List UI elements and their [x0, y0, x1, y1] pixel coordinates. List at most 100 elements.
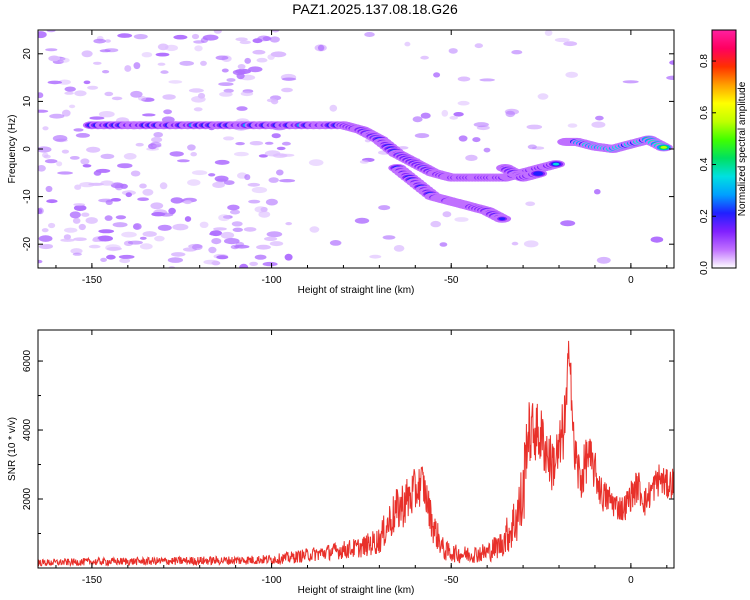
spectrogram-cell — [115, 215, 127, 220]
spectrogram-cell — [61, 149, 69, 154]
spectrogram-cell — [235, 37, 248, 42]
spectrogram-cell — [264, 141, 274, 145]
spectrogram-cell — [110, 182, 124, 189]
spectrogram-cell — [430, 220, 442, 228]
spectrogram-cell — [183, 200, 192, 205]
spectrogram-cell — [285, 222, 293, 226]
spectrogram-cell — [110, 198, 122, 202]
spectrogram-cell — [127, 240, 143, 245]
spectrogram-cell — [215, 55, 229, 61]
spectrogram-cell — [525, 201, 536, 207]
spectrogram-cell — [46, 199, 58, 204]
figure-title: PAZ1.2025.137.08.18.G26 — [292, 1, 458, 17]
spectrogram-cell — [150, 202, 164, 210]
spectrogram-cell — [45, 185, 53, 193]
spectrogram-cell — [439, 242, 448, 247]
spectrogram-cell — [72, 217, 81, 224]
spectrogram-cell — [595, 115, 604, 121]
spectrogram-cell — [433, 72, 441, 78]
spectrogram-cell — [554, 37, 570, 43]
spectrogram-cell — [211, 260, 221, 266]
spectrogram-cell — [102, 70, 110, 74]
spectrogram-cell — [258, 154, 268, 158]
spectrogram-cell — [73, 128, 84, 132]
spectrogram-cell — [457, 100, 470, 106]
spectrogram-cell — [498, 217, 506, 221]
spectrogram-cell — [511, 50, 523, 55]
spectrogram-cell — [121, 231, 137, 238]
spectrogram-cell — [130, 170, 141, 177]
spectrogram-cell — [234, 151, 249, 157]
spectrogram-cell — [563, 41, 578, 47]
spectrogram-cell — [139, 243, 153, 250]
spectrogram-cell — [80, 158, 90, 165]
spectrogram-cell — [141, 52, 153, 58]
spectrogram-cell — [239, 263, 249, 268]
spectrogram-cell — [112, 222, 128, 228]
spectrogram-cell — [92, 238, 100, 242]
spectrogram-cell — [244, 174, 251, 181]
spectrogram-cell — [441, 109, 449, 117]
spectrogram-cell — [73, 237, 87, 241]
spectrogram-cell — [442, 211, 452, 218]
spectrogram-cell — [42, 126, 49, 131]
spectrogram-cell — [100, 180, 114, 186]
spectrogram-cell — [100, 153, 115, 159]
spectrogram-cell — [169, 151, 184, 157]
spectrogram-cell — [269, 241, 284, 247]
spectrogram-cell — [258, 211, 271, 218]
spectrogram-cell — [104, 91, 114, 97]
spectrogram-cell — [171, 252, 186, 257]
spectrogram-cell — [243, 227, 257, 232]
spectrogram-cell — [308, 159, 324, 167]
spectrogram-cell — [46, 30, 56, 33]
spectrogram-cell — [184, 216, 192, 222]
spectrogram-cell — [224, 238, 240, 245]
spectrogram-cell — [364, 32, 375, 37]
snr-y-label: SNR (10 * v/v) — [7, 417, 18, 481]
spectrogram-cell — [232, 227, 243, 232]
y-tick-label: 6000 — [22, 349, 33, 372]
spectrogram-cell — [223, 180, 235, 186]
spectrogram-cell — [244, 57, 251, 64]
spectrogram-cell — [382, 235, 396, 240]
spectrogram-cell — [221, 68, 229, 73]
spectrogram-cell — [594, 189, 601, 195]
spectrogram-cell — [38, 31, 47, 39]
colorbar-tick-label: 0.4 — [699, 157, 710, 171]
spectrogram-cell — [130, 90, 143, 98]
spectrogram-cell — [209, 230, 223, 237]
spectrogram-cell — [153, 132, 163, 138]
spectrogram-cell — [170, 197, 184, 204]
spectrogram-cell — [117, 33, 133, 38]
spectrogram-image — [38, 30, 674, 268]
spectrogram-cell — [505, 110, 516, 118]
spectrogram-cell — [465, 154, 478, 161]
spectrogram-cell — [93, 170, 102, 176]
spectrogram-cell — [247, 182, 261, 187]
spectrogram-cell — [544, 30, 553, 36]
spectrogram-cell — [133, 62, 141, 70]
spectrogram-cell — [38, 244, 53, 250]
spectrogram-cell — [88, 244, 101, 249]
spectrogram-cell — [88, 182, 104, 186]
spectrogram-cell — [248, 66, 263, 73]
spectrogram-cell — [43, 154, 51, 159]
spectrogram-cell — [98, 229, 115, 234]
spectrogram-cell — [81, 212, 90, 217]
spectrogram-cell — [162, 94, 176, 100]
spectrogram-cell — [218, 214, 231, 222]
spectrogram-cell — [458, 135, 468, 142]
spectrogram-cell — [111, 96, 123, 101]
spectrogram-cell — [142, 188, 154, 196]
spectrogram-cell — [179, 60, 194, 66]
spectrogram-cell — [369, 254, 382, 259]
spectrogram-cell — [266, 98, 278, 103]
x-tick-label: -50 — [444, 575, 459, 586]
spectrogram-cell — [262, 261, 278, 267]
spectrogram-cell — [252, 49, 266, 55]
colorbar-tick-label: 0.0 — [699, 261, 710, 275]
spectrogram-cell — [279, 153, 295, 157]
spectrogram-cell — [173, 34, 188, 40]
